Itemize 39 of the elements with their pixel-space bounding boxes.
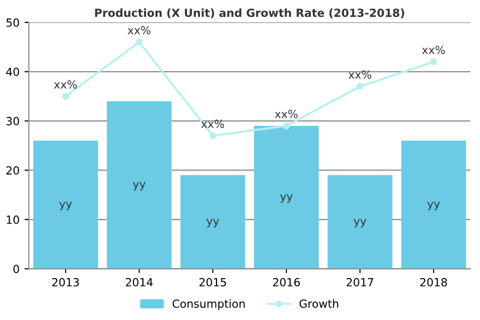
chart-title: Production (X Unit) and Growth Rate (2013-2018) <box>95 8 404 18</box>
point <box>282 122 290 130</box>
bar <box>254 126 319 269</box>
x-tick-label: 2018 <box>420 278 447 286</box>
y-tick-label: 10 <box>6 215 20 224</box>
y-tick-label: 30 <box>6 116 20 126</box>
x-tick-label: 2014 <box>126 278 153 286</box>
bar <box>180 175 246 269</box>
data-label: yy <box>206 218 220 228</box>
y-tick-label: 40 <box>6 68 20 76</box>
y-tick-label: 0 <box>13 264 20 274</box>
data-label: yy <box>59 202 72 210</box>
x-tick-label: 2015 <box>199 278 226 286</box>
bar <box>106 101 172 269</box>
data-label: xx% <box>128 26 150 34</box>
data-label: yy <box>427 202 440 210</box>
y-tick-label: 50 <box>6 18 20 27</box>
point <box>136 38 143 46</box>
x-tick-label: 2016 <box>273 278 300 286</box>
data-label: yy <box>354 218 366 228</box>
point <box>356 82 364 90</box>
point <box>62 92 70 100</box>
bar <box>33 140 98 269</box>
data-label: xx% <box>201 120 224 128</box>
data-label: yy <box>280 194 293 203</box>
x-tick-label: 2017 <box>346 278 374 286</box>
point <box>209 132 216 140</box>
data-label: xx% <box>422 46 445 54</box>
x-tick-label: 2013 <box>52 278 79 286</box>
y-tick-label: 20 <box>6 166 20 175</box>
bar <box>401 140 466 269</box>
data-label: yy <box>132 182 146 190</box>
data-label: xx% <box>348 70 372 79</box>
data-label: xx% <box>274 110 298 118</box>
point <box>430 58 438 66</box>
data-label: xx% <box>54 80 77 89</box>
legend-label: Growth <box>300 299 338 308</box>
bar <box>328 175 392 269</box>
legend-label: Consumption <box>172 299 245 310</box>
